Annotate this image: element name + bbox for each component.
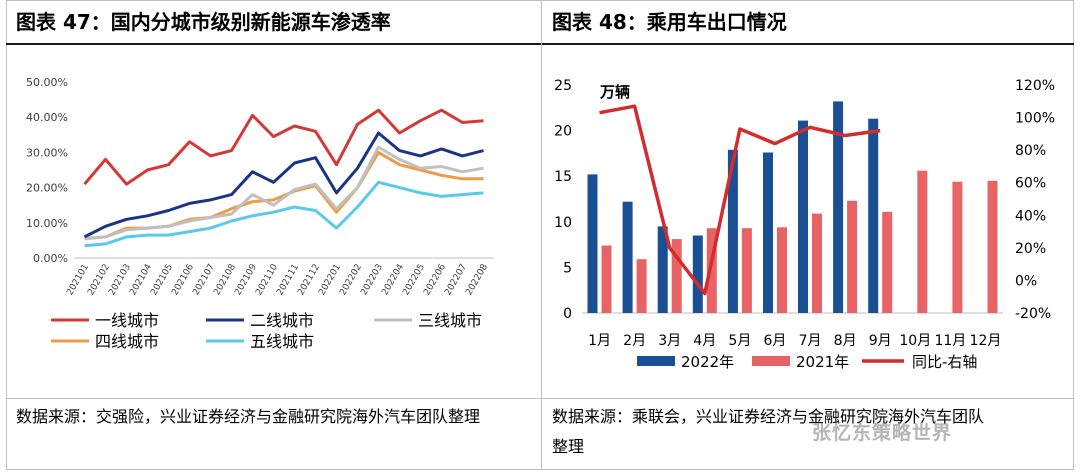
- x-tick-label: 10月: [899, 333, 931, 349]
- x-tick-label: 12月: [970, 333, 1002, 349]
- left-source-text: 数据来源：交强险，兴业证券经济与金融研究院海外汽车团队整理: [16, 407, 481, 426]
- right-source-rule: [542, 398, 1074, 399]
- y-tick-label: 15: [554, 169, 572, 185]
- x-tick-label: 3月: [658, 333, 681, 349]
- y2-tick-label: 80%: [1015, 143, 1046, 159]
- right-source-line2: 整理: [552, 437, 585, 456]
- bar: [692, 235, 703, 313]
- y2-tick-label: 40%: [1015, 208, 1046, 224]
- legend-label: 2022年: [681, 353, 734, 371]
- y-tick-label: 10.00%: [26, 217, 68, 230]
- x-tick-label: 2月: [623, 333, 646, 349]
- bar: [657, 226, 668, 313]
- panel-divider: [541, 0, 542, 470]
- y-tick-label: 0.00%: [33, 252, 68, 265]
- watermark-text: 张忆东策略世界: [812, 422, 953, 444]
- left-title-rule: [6, 43, 541, 45]
- bar: [798, 120, 808, 313]
- bar: [706, 228, 717, 313]
- bar: [833, 101, 844, 314]
- y-tick-label: 10: [554, 215, 572, 231]
- bar: [601, 245, 612, 313]
- bar: [812, 213, 822, 313]
- left-chart-title: 图表 47：国内分城市级别新能源车渗透率: [16, 10, 391, 34]
- left-line-chart: 0.00%10.00%20.00%30.00%40.00%50.00%20210…: [26, 76, 494, 351]
- y-tick-label: 25: [554, 78, 572, 94]
- legend-label: 一线城市: [95, 311, 159, 330]
- left-source-rule: [6, 398, 541, 399]
- bar: [763, 152, 773, 313]
- bar: [777, 227, 787, 313]
- legend-label: 五线城市: [250, 332, 314, 351]
- x-tick-label: 11月: [934, 333, 966, 349]
- x-tick-label: 6月: [763, 333, 786, 349]
- bar: [917, 170, 928, 313]
- x-tick-label: 5月: [728, 333, 751, 349]
- bar: [847, 200, 858, 313]
- right-title-rule: [542, 43, 1074, 45]
- x-tick-label: 8月: [834, 333, 857, 349]
- right-source-line1: 数据来源：乘联会，兴业证券经济与金融研究院海外汽车团队: [552, 407, 985, 426]
- y-tick-label: 20: [554, 124, 572, 140]
- y2-tick-label: 100%: [1015, 111, 1055, 127]
- bar: [868, 118, 879, 313]
- bar: [587, 174, 598, 313]
- series-line: [83, 108, 484, 186]
- y2-tick-label: 0%: [1015, 273, 1037, 289]
- y-tick-label: 40.00%: [26, 111, 68, 124]
- bar: [741, 228, 752, 313]
- bar: [622, 201, 633, 313]
- y2-tick-label: 20%: [1015, 241, 1046, 257]
- x-tick-label: 1月: [588, 333, 611, 349]
- y2-tick-label: 120%: [1015, 78, 1055, 94]
- series-line: [83, 131, 484, 239]
- unit-label: 万辆: [599, 83, 630, 101]
- legend-label: 2021年: [796, 353, 849, 371]
- y2-tick-label: -20%: [1015, 306, 1051, 322]
- y-tick-label: 30.00%: [26, 146, 68, 159]
- legend-label: 同比-右轴: [912, 353, 977, 371]
- bar: [636, 259, 647, 313]
- yoy-line: [599, 104, 881, 296]
- y2-tick-label: 60%: [1015, 176, 1046, 192]
- right-bar-chart: 0 5 10 15 20 25 -20% 0% 20% 40% 60% 80% 100% 120% 1月 2月…: [554, 78, 1055, 371]
- bar: [671, 239, 682, 313]
- x-tick-label: 4月: [693, 333, 716, 349]
- y-tick-label: 5: [563, 260, 572, 276]
- legend-label: 二线城市: [250, 311, 314, 330]
- series-line: [84, 145, 484, 241]
- bar: [952, 181, 963, 313]
- x-tick-label: 9月: [869, 333, 892, 349]
- legend-label: 四线城市: [95, 332, 159, 351]
- legend-swatch: [752, 356, 790, 366]
- legend-swatch: [637, 356, 675, 366]
- right-source-text: 数据来源：乘联会，兴业证券经济与金融研究院海外汽车团队 整理: [542, 402, 1074, 462]
- bar: [727, 149, 738, 313]
- bar: [987, 180, 998, 313]
- y-tick-label: 20.00%: [26, 182, 68, 195]
- figure-frame: [6, 0, 1074, 470]
- x-tick-label: 7月: [799, 333, 822, 349]
- legend-label: 三线城市: [418, 311, 482, 330]
- series-line: [84, 180, 484, 248]
- y-tick-label: 0: [563, 306, 572, 322]
- right-chart-title: 图表 48：乘用车出口情况: [552, 10, 787, 34]
- y-tick-label: 50.00%: [26, 76, 68, 89]
- bar: [882, 211, 893, 313]
